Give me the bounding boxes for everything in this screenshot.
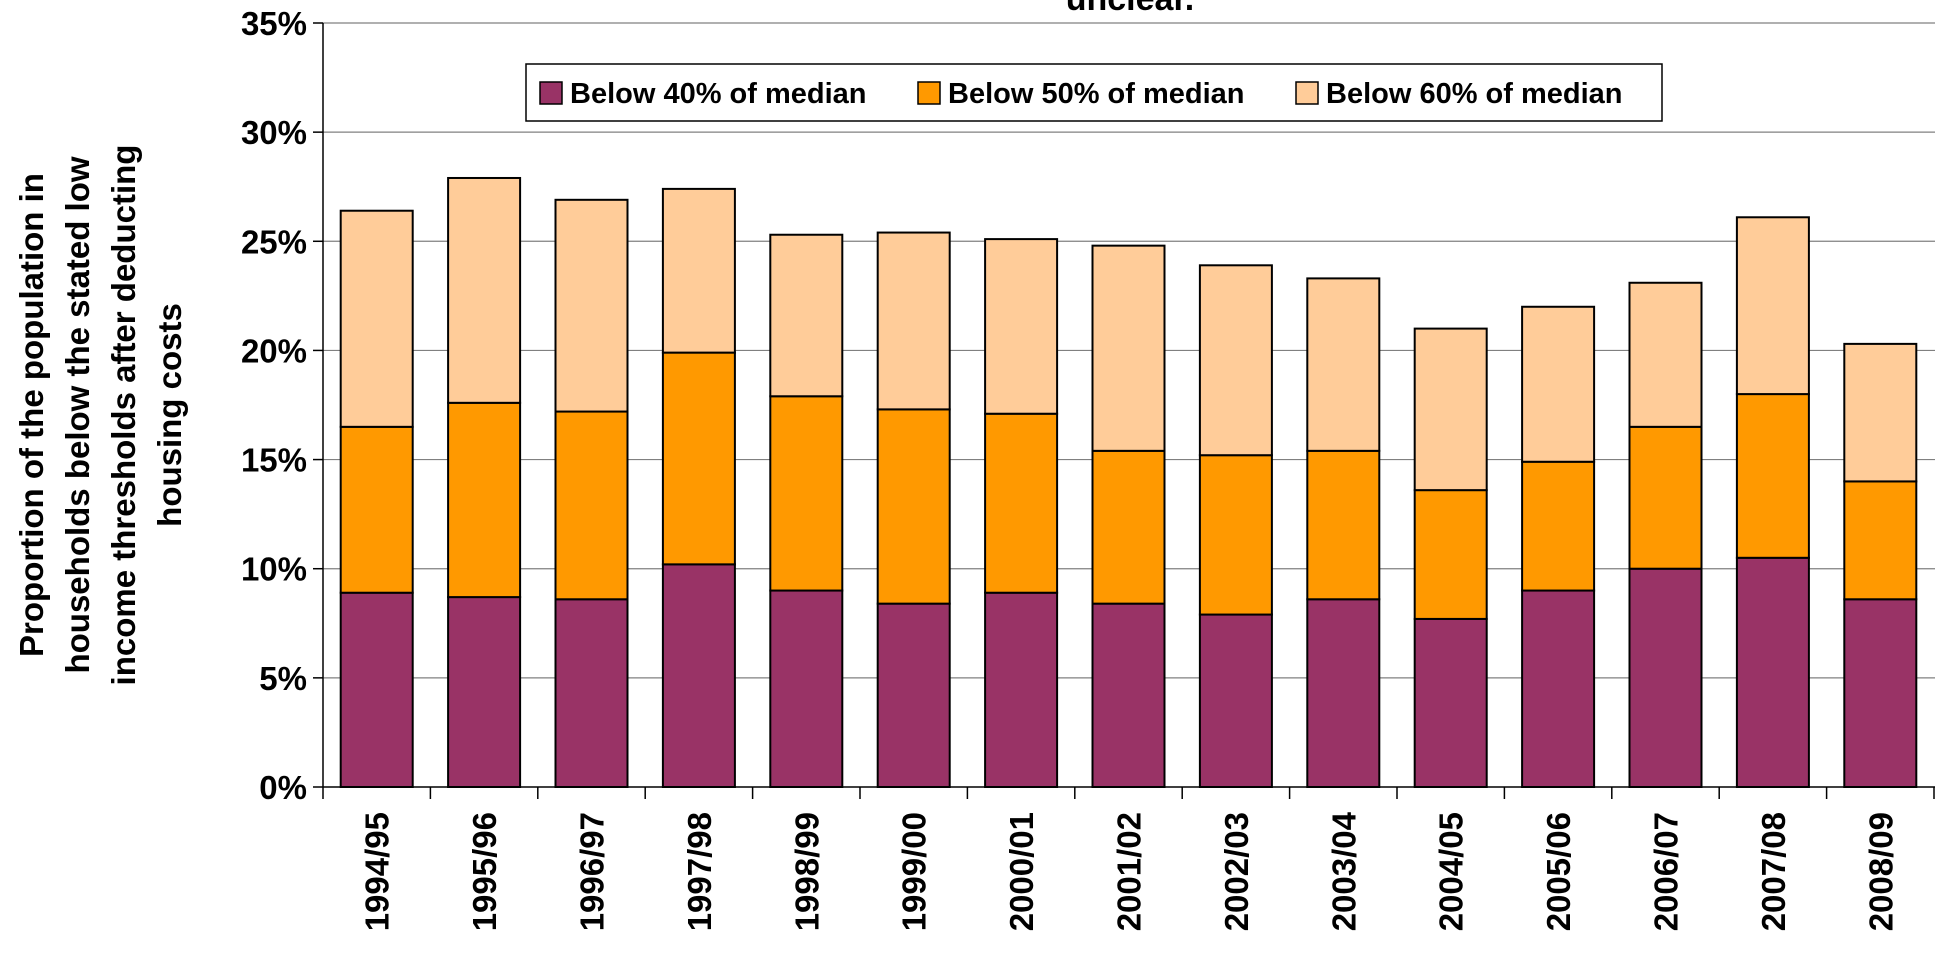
bar-segment [1521,460,1596,592]
legend-swatch [917,81,941,105]
bar-segment [1091,449,1166,605]
bar-segment [769,233,844,398]
y-tick-label: 20% [241,332,307,369]
bars [339,176,1918,789]
x-tick-label: 2001/02 [1111,812,1148,931]
x-tick-label: 1999/00 [896,812,933,931]
bar-segment [1735,393,1810,559]
x-tick-labels: 1994/95 1995/96 1996/97 1997/98 1998/99 1999/… [359,811,1900,931]
y-axis-label-line: housing costs [151,303,188,527]
x-tick-label: 1998/99 [788,812,825,931]
bar-segment [1306,598,1381,788]
bar-segment [769,589,844,788]
bar-segment [1091,244,1166,452]
y-tick-label: 25% [241,223,307,260]
x-tick-label: 2004/05 [1433,812,1470,931]
x-tick-label: 2003/04 [1325,811,1362,931]
x-tick-label: 2005/06 [1540,812,1577,931]
bar-segment [1413,327,1488,492]
bar-segment [984,238,1059,415]
bar-segment [984,591,1059,788]
x-tick-label: 1995/96 [466,812,503,931]
legend-box [525,63,1663,122]
bar-segment [447,596,522,788]
bar-segment [1091,602,1166,789]
bar-segment [554,198,629,413]
bar-segment [876,602,951,789]
bar-segment [1628,567,1703,789]
x-tick-label: 2006/07 [1648,812,1685,931]
bar-segment [984,412,1059,594]
bar-segment [1628,281,1703,428]
bar-segment [769,395,844,592]
y-axis-label-line: income thresholds after deducting [105,145,142,686]
y-axis-label: Proportion of the population in household… [13,145,188,686]
bar-segment [1198,454,1273,616]
bar-segment [1306,449,1381,601]
legend-label: Below 40% of median [570,78,867,110]
bar-segment [1843,480,1918,601]
x-tick-label: 1996/97 [574,812,611,931]
x-tick-label: 1997/98 [681,812,718,931]
bar-segment [661,187,736,354]
bar-segment [1735,556,1810,788]
bar-segment [1521,589,1596,788]
bar-segment [661,351,736,566]
legend-swatch [1295,81,1319,105]
bar-segment [1843,598,1918,788]
x-tick-label: 2000/01 [1003,812,1040,931]
bar-segment [661,563,736,788]
bar-segment [1198,613,1273,788]
y-tick-labels: 0% 5% 10% 15% 20% 25% 30% 35% [241,5,307,806]
y-tick-label: 30% [241,114,307,151]
bar-segment [1306,277,1381,452]
legend-label: Below 60% of median [1326,78,1623,110]
bar-segment [554,410,629,601]
bar-segment [876,231,951,411]
legend-label: Below 50% of median [948,78,1245,110]
y-tick-label: 35% [241,5,307,42]
y-tick-label: 10% [241,551,307,588]
bar-segment [1521,305,1596,463]
bar-segment [1198,264,1273,457]
bar-segment [1413,489,1488,620]
legend-swatch [539,81,563,105]
bar-segment [447,401,522,599]
bar-segment [1735,216,1810,396]
y-tick-label: 5% [259,660,307,697]
bar-segment [554,598,629,788]
bar-segment [339,425,414,594]
x-tick-label: 2002/03 [1218,812,1255,931]
y-axis-label-line: households below the stated low [59,156,96,673]
bar-segment [1843,342,1918,483]
y-tick-label: 0% [259,769,307,806]
y-axis-label-line: Proportion of the population in [13,173,50,657]
bar-segment [339,591,414,788]
bar-segment [876,408,951,605]
bar-segment [1413,617,1488,788]
x-tick-label: 1994/95 [359,812,396,931]
x-tick-label: 2007/08 [1755,812,1792,931]
y-tick-label: 15% [241,442,307,479]
bar-segment [447,176,522,404]
chart-title: unclear. [1066,0,1195,18]
axes [313,22,1935,799]
x-tick-label: 2008/09 [1862,812,1899,931]
bar-segment [339,209,414,428]
legend: Below 40% of median Below 50% of median Be… [525,63,1663,122]
bar-segment [1628,425,1703,570]
